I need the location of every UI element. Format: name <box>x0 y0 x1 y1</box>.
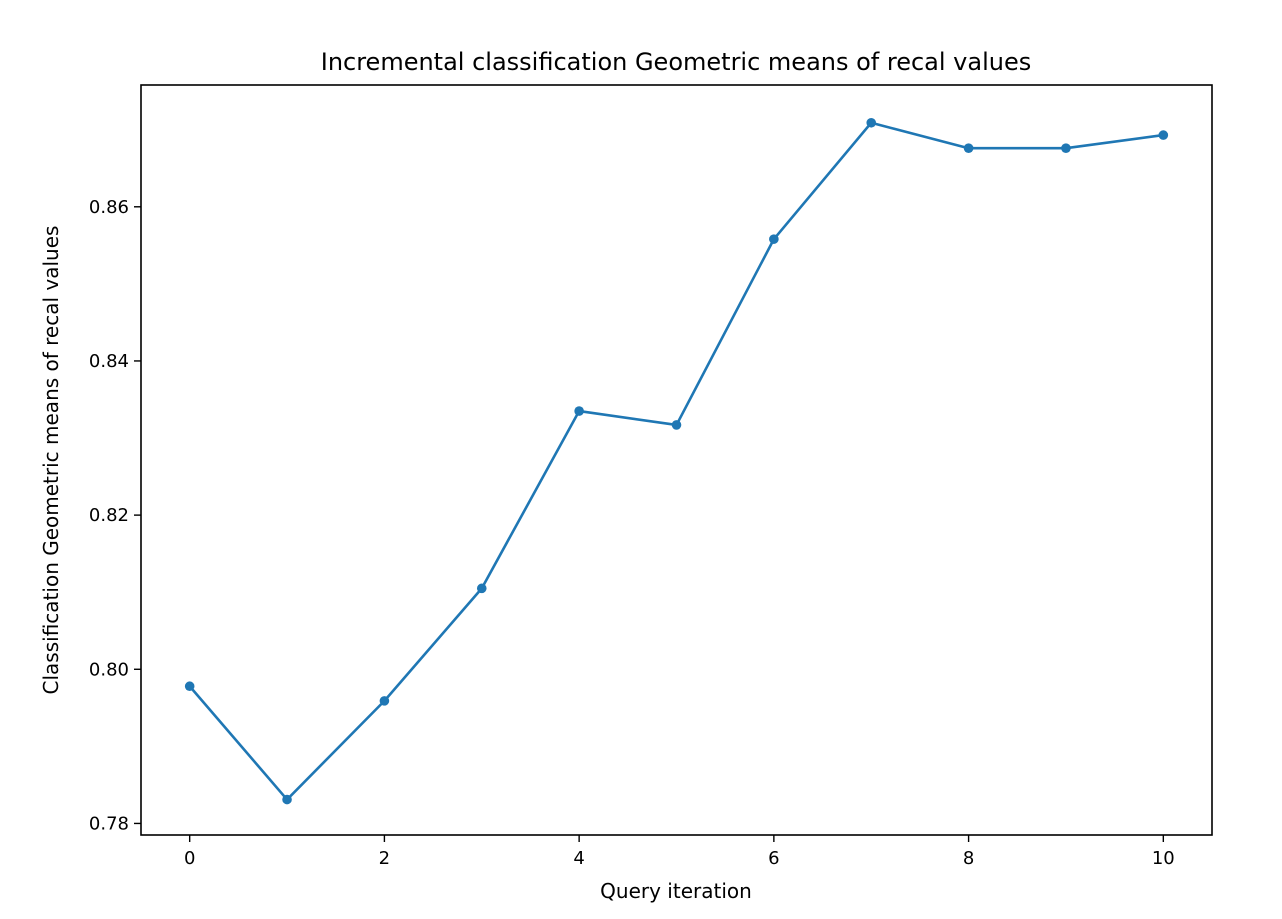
data-point <box>866 117 877 128</box>
plot-frame <box>140 84 1213 836</box>
x-tick-label: 8 <box>963 848 974 869</box>
y-tick-label: 0.84 <box>89 351 129 372</box>
y-tick-label: 0.86 <box>89 197 129 218</box>
y-tick-label: 0.82 <box>89 505 129 526</box>
data-point <box>671 420 682 430</box>
data-point <box>769 234 779 244</box>
y-axis-label: Classification Geometric means of recal … <box>39 226 63 695</box>
data-point <box>379 696 390 706</box>
data-point <box>184 681 195 692</box>
x-tick-label: 6 <box>768 848 779 869</box>
data-point <box>963 143 974 154</box>
data-point <box>574 406 584 416</box>
series-group <box>184 117 1169 805</box>
x-tick-label: 0 <box>184 848 195 869</box>
x-tick-label: 2 <box>379 848 390 869</box>
data-point <box>476 583 487 594</box>
data-point <box>1158 130 1169 140</box>
data-point <box>282 794 292 805</box>
x-axis-label: Query iteration <box>600 879 752 903</box>
x-axis-ticks: 0 2 4 6 8 10 <box>184 835 1175 869</box>
y-axis-ticks: 0.78 0.80 0.82 0.84 0.86 <box>89 197 141 834</box>
x-tick-label: 10 <box>1152 848 1175 869</box>
data-point <box>1061 143 1071 154</box>
y-tick-label: 0.80 <box>89 659 129 680</box>
y-tick-label: 0.78 <box>89 813 129 834</box>
chart-title: Incremental classification Geometric mea… <box>321 48 1032 76</box>
x-tick-label: 4 <box>573 848 584 869</box>
plot-area <box>141 85 1212 835</box>
